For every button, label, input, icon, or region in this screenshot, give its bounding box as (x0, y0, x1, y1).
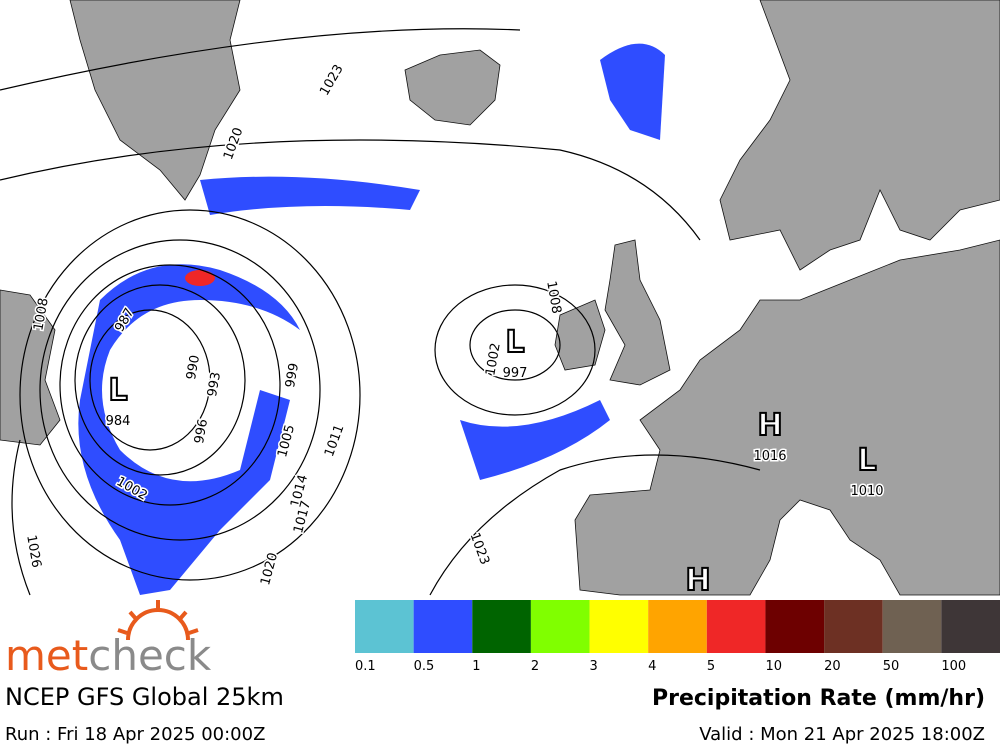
run-time: Run : Fri 18 Apr 2025 00:00Z (5, 724, 265, 745)
legend-tick: 4 (648, 659, 656, 674)
legend-swatch (706, 600, 766, 653)
legend-swatch (530, 600, 590, 653)
pressure-symbol: L (505, 325, 524, 360)
pressure-symbol: H (757, 408, 782, 443)
pressure-value: 984 (106, 414, 131, 429)
legend-swatch (589, 600, 649, 653)
pressure-value: 1016 (753, 449, 786, 464)
legend-swatch (413, 600, 473, 653)
legend-swatch (941, 600, 1000, 653)
ireland (554, 299, 606, 371)
precip (460, 400, 610, 480)
pressure-symbol: L (857, 443, 876, 478)
precip (600, 43, 665, 140)
isobar-label: 1026 (23, 534, 44, 569)
model: NCEP GFS Global 25km (5, 683, 284, 711)
legend-tick: 0.5 (414, 659, 435, 674)
greenland (69, 0, 241, 201)
legend-tick: 50 (883, 659, 900, 674)
legend-swatch (472, 600, 531, 653)
legend-tick: 10 (765, 659, 782, 674)
isobar-label: 999 (283, 362, 302, 389)
pressure-symbol: H (685, 563, 710, 598)
map (0, 0, 1000, 596)
pressure-value: 1010 (850, 484, 883, 499)
precip-core (185, 270, 215, 286)
scandinavia (719, 0, 1000, 271)
legend-swatch (355, 600, 414, 653)
iceland (404, 49, 501, 126)
legend: 0.1 0.5 1 2 3 4 5 10 20 50 100 (355, 600, 1000, 674)
legend-swatch (648, 600, 707, 653)
isobar-label: 993 (205, 371, 224, 398)
isobars (0, 28, 761, 596)
pressure-symbol: L (108, 373, 127, 408)
legend-tick: 5 (707, 659, 715, 674)
isobar-label: 1008 (543, 280, 564, 315)
isobar-label: 1002 (483, 342, 504, 377)
pressure-value: 997 (503, 366, 528, 381)
legend-tick: 1 (472, 659, 480, 674)
legend-swatch (882, 600, 942, 653)
isobar-label: 996 (192, 418, 211, 445)
legend-tick: 20 (824, 659, 841, 674)
britain (604, 239, 671, 386)
newfoundland (0, 289, 61, 446)
footer: metcheck NCEP GFS Global 25km Run : Fri … (5, 600, 1000, 745)
legend-title: Precipitation Rate (mm/hr) (652, 686, 985, 711)
valid-time: Valid : Mon 21 Apr 2025 18:00Z (699, 724, 985, 745)
legend-tick: 2 (531, 659, 539, 674)
brand: metcheck (5, 631, 212, 680)
legend-tick: 0.1 (355, 659, 376, 674)
precip (78, 264, 300, 595)
isobar-label: 990 (184, 354, 203, 381)
legend-swatch (765, 600, 825, 653)
legend-swatch (824, 600, 883, 653)
legend-tick: 3 (590, 659, 598, 674)
legend-tick: 100 (941, 659, 966, 674)
logo-sun (117, 600, 199, 641)
precip (200, 176, 420, 215)
isobar-label: 1008 (31, 297, 52, 332)
europe (574, 239, 1000, 596)
